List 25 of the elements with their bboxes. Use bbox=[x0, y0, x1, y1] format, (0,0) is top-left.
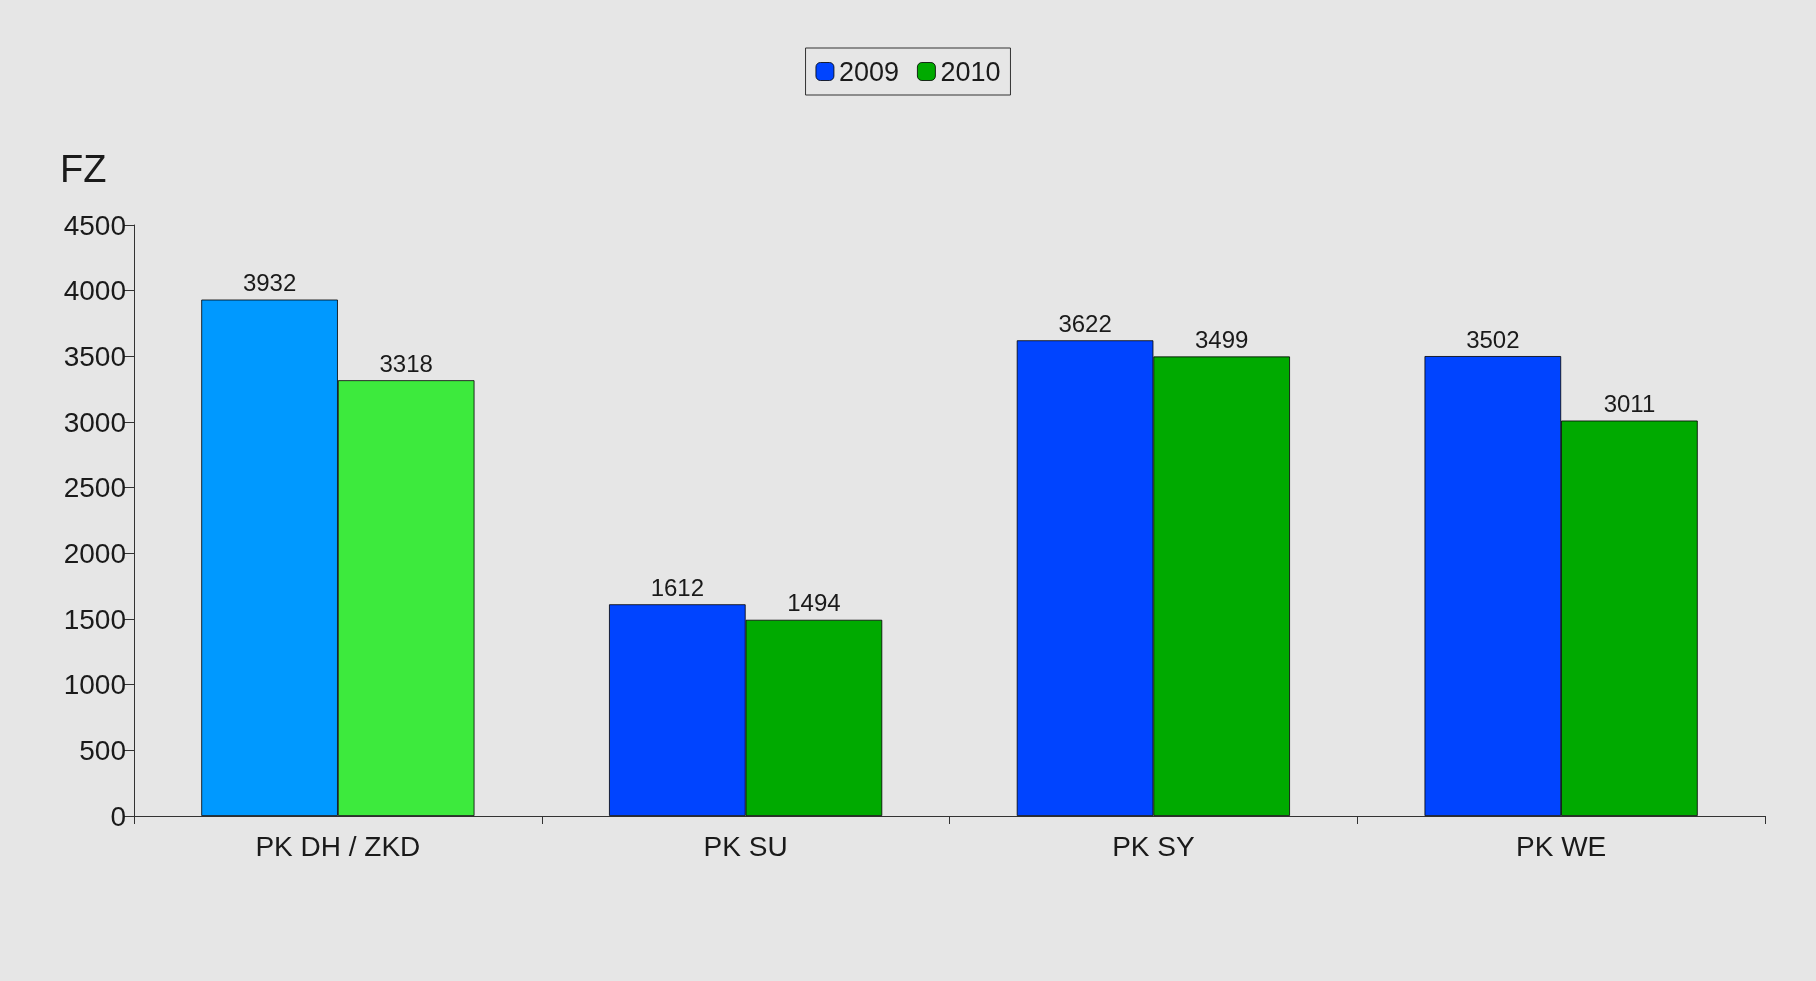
y-tick-label: 500 bbox=[79, 734, 126, 766]
x-tick-label: PK SU bbox=[703, 830, 788, 862]
y-tick-label: 0 bbox=[110, 800, 126, 832]
data-label: 3499 bbox=[1194, 325, 1249, 353]
x-tick-label: PK SY bbox=[1112, 830, 1195, 862]
y-tick-label: 1500 bbox=[63, 603, 126, 635]
data-label: 3318 bbox=[379, 349, 433, 377]
y-tick-label: 3500 bbox=[63, 340, 126, 372]
legend-label: 2010 bbox=[940, 56, 1001, 87]
y-tick-label: 3000 bbox=[63, 406, 126, 438]
data-label: 3622 bbox=[1058, 309, 1112, 337]
y-tick-label: 2000 bbox=[63, 537, 126, 569]
y-tick-label: 1000 bbox=[63, 669, 126, 701]
data-label: 1612 bbox=[650, 573, 705, 601]
x-tick-label: PK DH / ZKD bbox=[255, 830, 421, 862]
legend-label: 2009 bbox=[838, 56, 900, 87]
y-tick-label: 4000 bbox=[63, 275, 126, 307]
y-tick-label: 2500 bbox=[63, 472, 126, 504]
x-tick-label: PK WE bbox=[1516, 830, 1607, 862]
data-label: 1494 bbox=[787, 589, 841, 617]
data-label: 3932 bbox=[242, 269, 297, 297]
data-label: 3502 bbox=[1466, 325, 1520, 353]
y-tick-label: 4500 bbox=[63, 209, 126, 241]
data-label: 3011 bbox=[1603, 390, 1656, 418]
y-axis-title: FZ bbox=[60, 148, 107, 190]
